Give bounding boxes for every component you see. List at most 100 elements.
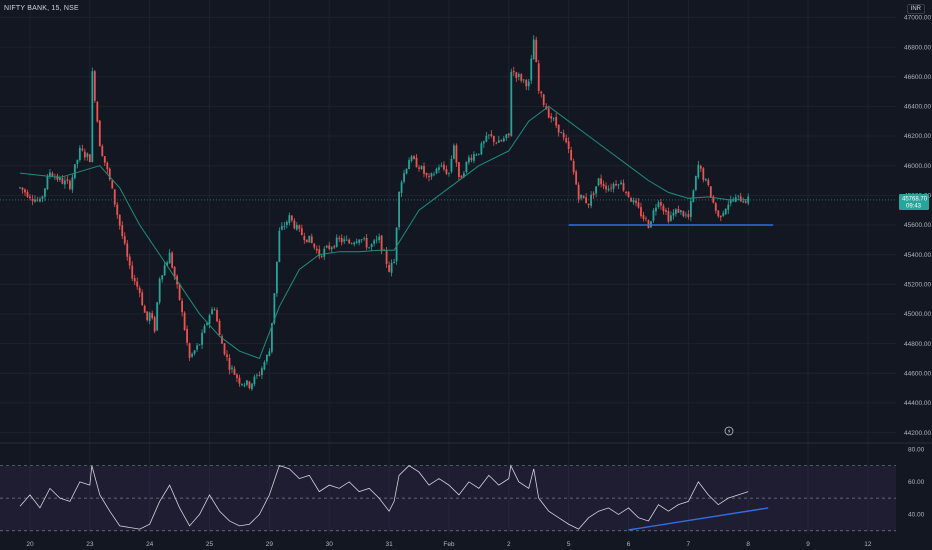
candle-body[interactable] (188, 343, 191, 358)
candle-body[interactable] (612, 183, 615, 189)
candle-body[interactable] (707, 179, 710, 185)
candle-body[interactable] (555, 117, 558, 126)
candle-body[interactable] (408, 160, 410, 170)
candle-body[interactable] (338, 238, 341, 239)
candle-body[interactable] (216, 310, 218, 322)
candle-body[interactable] (562, 132, 565, 138)
candle-body[interactable] (497, 140, 500, 143)
candle-body[interactable] (108, 168, 111, 180)
candle-body[interactable] (463, 173, 465, 177)
candle-body[interactable] (744, 201, 747, 203)
candle-body[interactable] (670, 215, 672, 221)
candle-body[interactable] (228, 357, 231, 370)
candle-body[interactable] (123, 236, 126, 244)
candle-body[interactable] (575, 171, 578, 185)
candle-body[interactable] (490, 134, 493, 137)
candle-body[interactable] (665, 209, 667, 212)
symbol-title[interactable]: NIFTY BANK, 15, NSE (4, 5, 79, 12)
candle-body[interactable] (742, 201, 745, 203)
candle-body[interactable] (470, 157, 473, 161)
candle-body[interactable] (697, 164, 700, 178)
candle-body[interactable] (410, 156, 413, 161)
candle-body[interactable] (66, 179, 69, 181)
candle-body[interactable] (360, 239, 363, 241)
candle-body[interactable] (166, 262, 169, 266)
candle-body[interactable] (582, 195, 585, 199)
candle-body[interactable] (218, 320, 221, 335)
candle-body[interactable] (340, 238, 343, 243)
candle-body[interactable] (201, 332, 203, 345)
candle-body[interactable] (208, 315, 211, 324)
candle-body[interactable] (552, 118, 555, 120)
candle-body[interactable] (694, 176, 697, 190)
candle-body[interactable] (557, 124, 560, 133)
candle-body[interactable] (438, 167, 440, 170)
candle-body[interactable] (714, 203, 717, 211)
candle-body[interactable] (275, 261, 278, 294)
candle-body[interactable] (375, 239, 378, 241)
currency-label[interactable]: INR (906, 4, 925, 14)
candle-body[interactable] (390, 262, 393, 273)
candle-body[interactable] (393, 261, 395, 264)
candle-body[interactable] (290, 215, 293, 221)
candle-body[interactable] (278, 230, 281, 262)
candle-body[interactable] (682, 211, 685, 217)
candle-body[interactable] (68, 180, 71, 189)
candle-body[interactable] (300, 228, 303, 236)
candle-body[interactable] (453, 145, 455, 159)
candle-body[interactable] (645, 218, 647, 220)
candle-body[interactable] (251, 383, 253, 390)
candle-body[interactable] (425, 173, 428, 176)
candle-body[interactable] (455, 145, 458, 163)
candle-body[interactable] (570, 150, 573, 161)
candle-body[interactable] (158, 278, 161, 303)
candle-body[interactable] (238, 377, 241, 384)
candle-body[interactable] (258, 374, 261, 376)
candle-body[interactable] (78, 147, 81, 160)
candle-body[interactable] (128, 256, 131, 266)
candle-body[interactable] (485, 135, 488, 142)
candle-body[interactable] (44, 188, 46, 197)
candle-body[interactable] (550, 116, 553, 119)
candle-body[interactable] (522, 79, 525, 81)
candle-body[interactable] (717, 210, 720, 217)
candle-body[interactable] (475, 154, 478, 156)
candle-body[interactable] (343, 239, 346, 242)
candle-body[interactable] (148, 312, 151, 321)
candle-body[interactable] (96, 101, 99, 122)
candle-body[interactable] (91, 71, 94, 162)
candle-body[interactable] (233, 368, 236, 375)
candle-body[interactable] (727, 204, 730, 210)
candle-body[interactable] (19, 187, 21, 189)
candle-body[interactable] (477, 153, 480, 155)
candle-body[interactable] (345, 239, 348, 241)
candle-body[interactable] (430, 173, 433, 177)
candle-body[interactable] (273, 293, 276, 323)
candle-body[interactable] (285, 221, 288, 225)
candle-body[interactable] (196, 345, 198, 350)
candle-body[interactable] (101, 146, 104, 157)
candle-body[interactable] (605, 185, 607, 190)
candle-body[interactable] (620, 182, 622, 185)
candle-body[interactable] (380, 235, 383, 252)
candle-body[interactable] (268, 351, 271, 357)
candle-body[interactable] (181, 300, 184, 313)
candle-body[interactable] (632, 199, 635, 203)
candle-body[interactable] (116, 204, 119, 215)
candle-body[interactable] (712, 196, 715, 203)
candle-body[interactable] (667, 211, 670, 222)
candle-body[interactable] (440, 165, 443, 167)
candle-body[interactable] (253, 376, 256, 385)
candle-body[interactable] (156, 302, 159, 331)
candle-body[interactable] (51, 173, 54, 177)
candle-body[interactable] (310, 236, 313, 243)
candle-body[interactable] (313, 243, 316, 248)
candle-body[interactable] (350, 243, 353, 245)
candle-body[interactable] (512, 71, 515, 73)
candle-body[interactable] (507, 133, 510, 136)
candle-body[interactable] (203, 325, 206, 333)
candle-body[interactable] (29, 196, 31, 199)
candle-body[interactable] (398, 191, 400, 228)
candle-body[interactable] (615, 183, 617, 186)
candle-body[interactable] (231, 367, 233, 369)
